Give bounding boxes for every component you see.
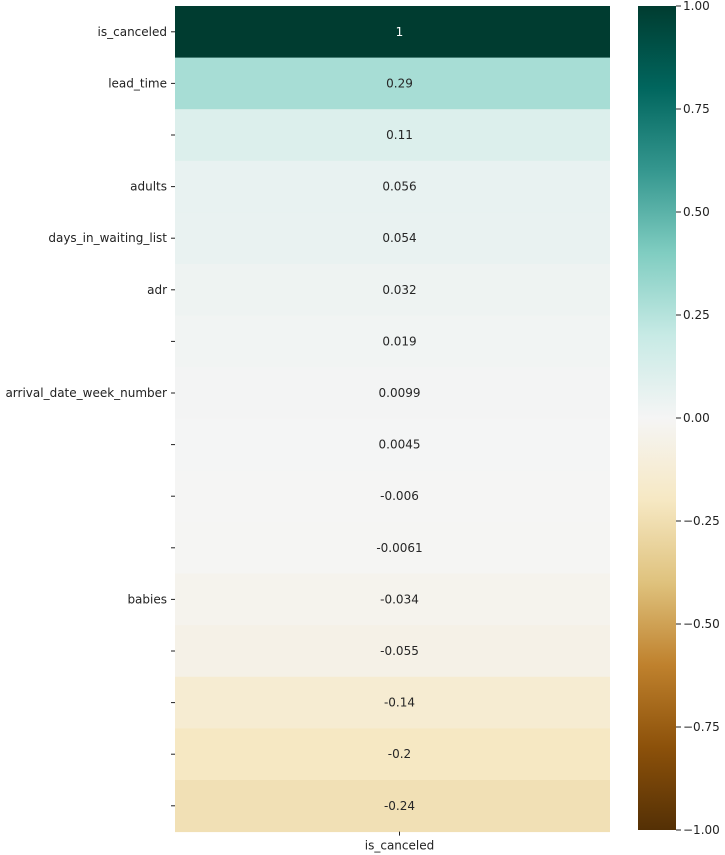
colorbar-ticks: 1.00 0.75 0.50 0.25 0.00 −0.25 −0.50 −0.75 −1.00: [676, 0, 720, 837]
heatmap-cell: [175, 573, 610, 626]
heatmap-cell: [175, 6, 610, 59]
cell-value-label: -0.0061: [376, 541, 422, 555]
cell-value-label: 0.29: [386, 76, 413, 90]
cell-value-label: 1: [396, 25, 404, 39]
y-tick-label: adr: [147, 283, 167, 297]
colorbar-tick-label: −1.00: [683, 823, 720, 837]
heatmap-cell: [175, 728, 610, 781]
y-tick-label: adults: [130, 180, 167, 194]
colorbar-tick-label: 0.50: [683, 205, 710, 219]
heatmap-cell: [175, 522, 610, 575]
y-tick-label: is_canceled: [98, 25, 167, 39]
colorbar-tick-label: 0.25: [683, 308, 710, 322]
colorbar-tick-label: 0.00: [683, 411, 710, 425]
y-tick-label: babies: [127, 592, 167, 606]
colorbar-tick-label: 0.75: [683, 102, 710, 116]
cell-value-label: 0.019: [382, 334, 416, 348]
heatmap-cell: [175, 418, 610, 471]
colorbar-tick-label: −0.50: [683, 617, 720, 631]
heatmap-cell: [175, 470, 610, 523]
x-tick-label: is_canceled: [365, 839, 434, 853]
colorbar-gradient: [638, 6, 676, 830]
colorbar-tick-label: −0.25: [683, 514, 720, 528]
cell-value-label: 0.0099: [379, 386, 421, 400]
y-tick-label: lead_time: [108, 76, 167, 90]
cell-value-label: 0.11: [386, 128, 413, 142]
colorbar: 1.00 0.75 0.50 0.25 0.00 −0.25 −0.50 −0.75 −1.00: [638, 0, 720, 837]
heatmap-cell: [175, 780, 610, 833]
y-tick-label: arrival_date_week_number: [5, 386, 167, 400]
cell-value-label: -0.006: [380, 489, 419, 503]
heatmap-cell: [175, 625, 610, 678]
cell-value-label: -0.2: [388, 747, 411, 761]
heatmap-cell: [175, 212, 610, 265]
heatmap-cells: 1 0.29 0.11 0.056 0.054 0.032 0.019 0.0099 0.004…: [175, 6, 610, 833]
heatmap-cell: [175, 109, 610, 162]
cell-value-label: 0.056: [382, 180, 416, 194]
heatmap-cell: [175, 676, 610, 729]
cell-value-label: -0.14: [384, 696, 415, 710]
colorbar-tick-label: −0.75: [683, 720, 720, 734]
colorbar-tick-label: 1.00: [683, 0, 710, 13]
heatmap-cell: [175, 315, 610, 368]
cell-value-label: 0.032: [382, 283, 416, 297]
heatmap-cell: [175, 57, 610, 110]
heatmap-cell: [175, 264, 610, 317]
cell-value-label: 0.0045: [379, 438, 421, 452]
heatmap-cell: [175, 160, 610, 213]
x-axis: is_canceled: [365, 831, 434, 853]
heatmap-cell: [175, 367, 610, 420]
cell-value-label: 0.054: [382, 231, 416, 245]
y-tick-label: days_in_waiting_list: [48, 231, 167, 245]
cell-value-label: -0.034: [380, 592, 419, 606]
cell-value-label: -0.24: [384, 799, 415, 813]
cell-value-label: -0.055: [380, 644, 419, 658]
